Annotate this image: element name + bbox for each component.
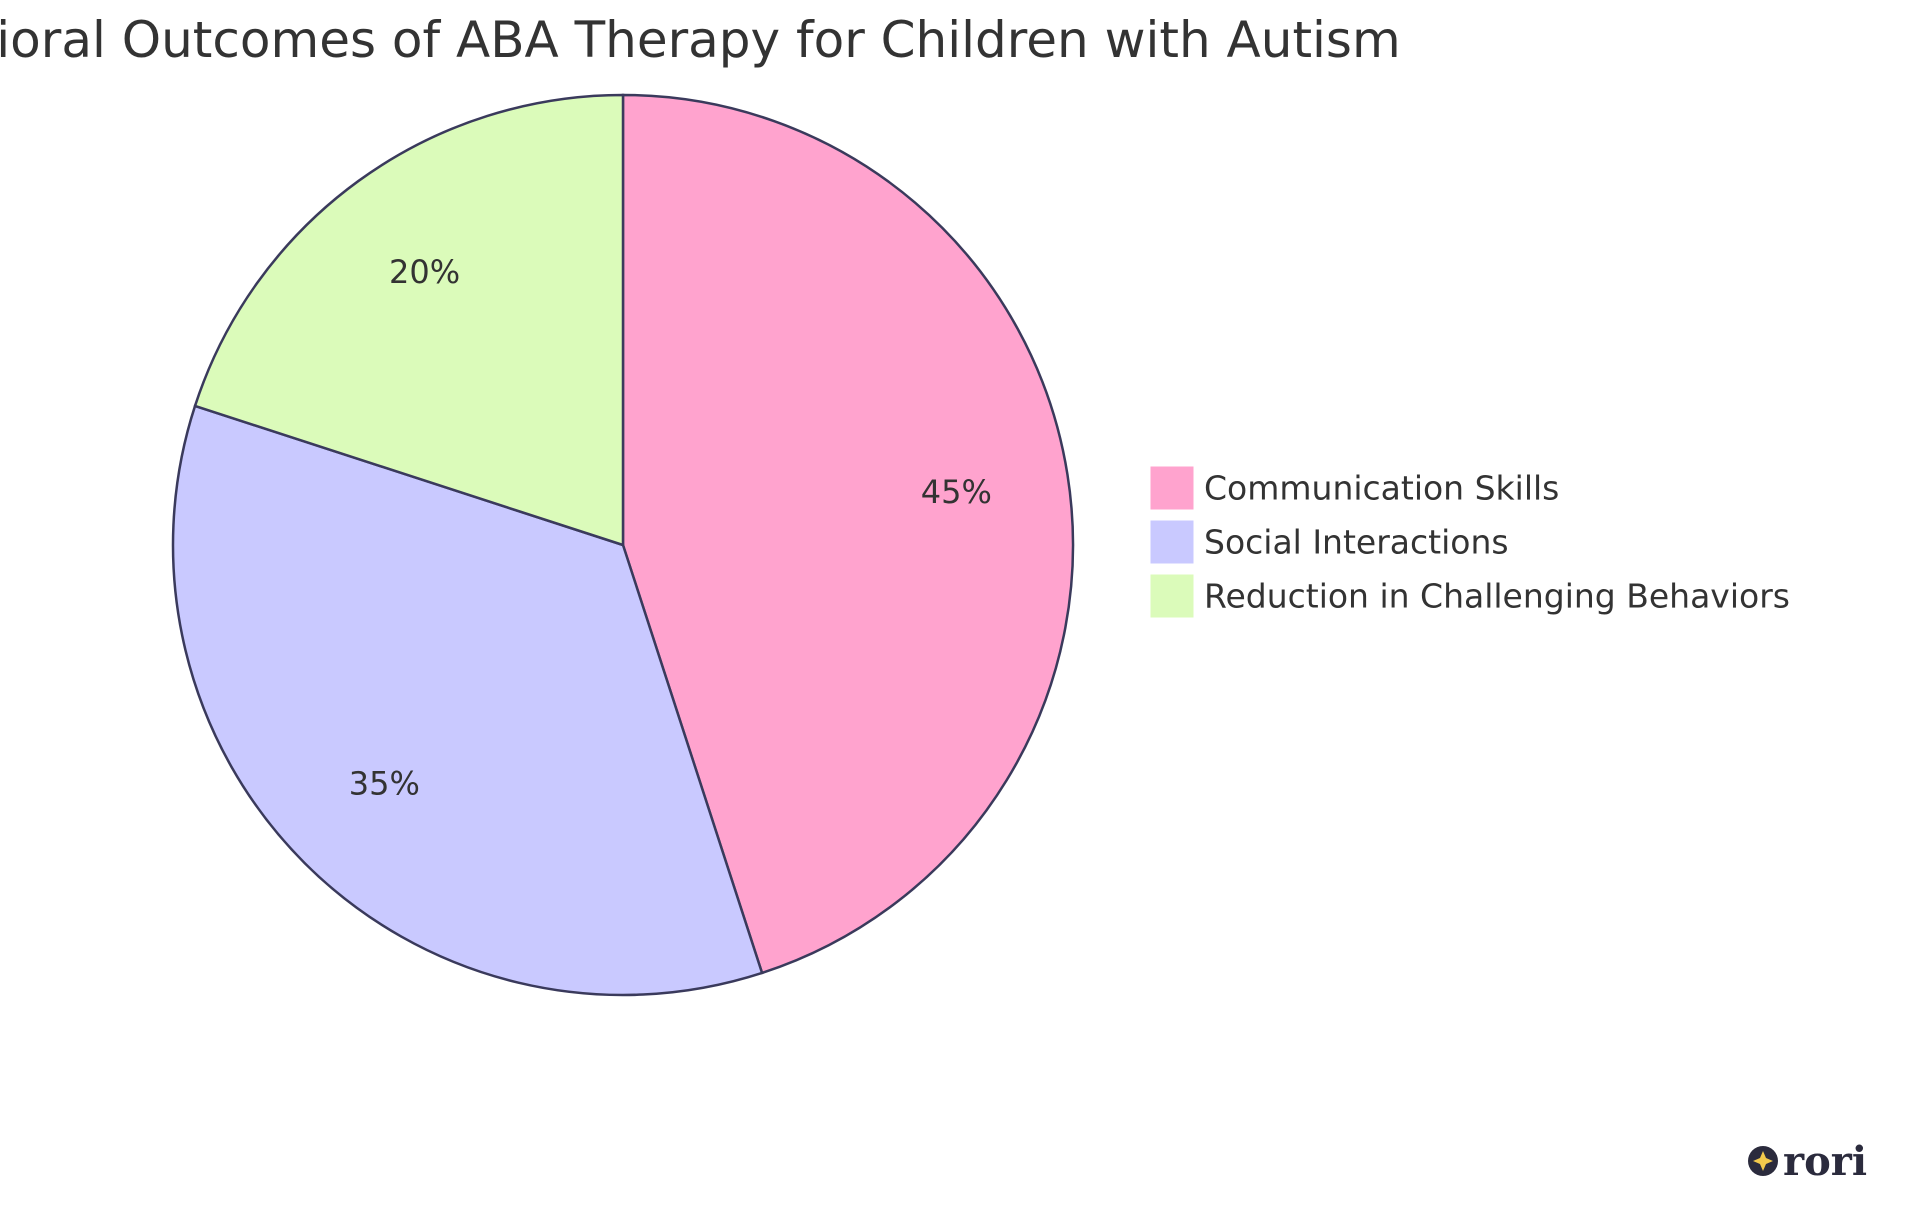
slice-value-label: 45% xyxy=(921,473,992,511)
legend-label: Social Interactions xyxy=(1204,523,1509,562)
legend: Communication Skills Social Interactions R… xyxy=(1149,465,1790,619)
pie-slice-communication-skills xyxy=(621,93,1075,975)
pie-slices xyxy=(171,93,1075,997)
sparkle-star xyxy=(1753,1151,1773,1171)
legend-label: Communication Skills xyxy=(1204,469,1559,508)
pie-slice-reduction-in-challenging-behaviors xyxy=(193,93,625,547)
chart-title: Behavioral Outcomes of ABA Therapy for C… xyxy=(0,11,1401,69)
logo-text: rori xyxy=(1783,1138,1867,1185)
legend-swatch xyxy=(1149,465,1195,511)
pie-slice-social-interactions xyxy=(171,404,764,997)
slice-value-label: 20% xyxy=(389,253,460,291)
pie-slice-labels: 45% 35% 20% xyxy=(349,253,992,803)
brand-logo: rori xyxy=(1748,1138,1867,1185)
legend-label: Reduction in Challenging Behaviors xyxy=(1204,577,1790,616)
legend-swatch xyxy=(1149,573,1195,619)
slice-value-label: 35% xyxy=(349,765,420,803)
legend-swatch xyxy=(1149,519,1195,565)
